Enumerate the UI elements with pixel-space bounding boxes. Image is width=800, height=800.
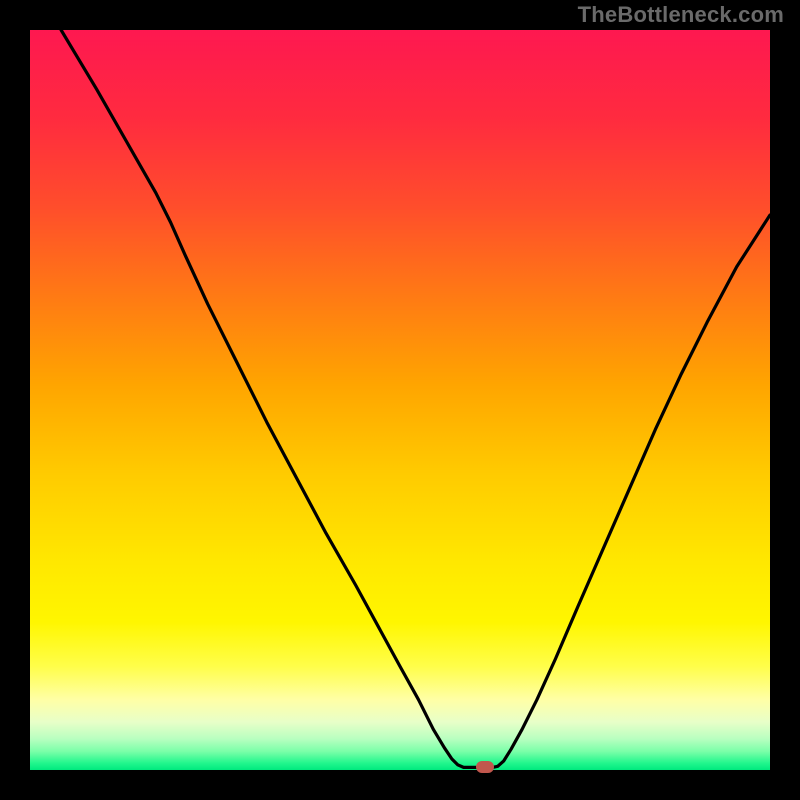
plot-background bbox=[30, 30, 770, 770]
bottleneck-chart bbox=[0, 0, 800, 800]
chart-container: TheBottleneck.com bbox=[0, 0, 800, 800]
watermark-text: TheBottleneck.com bbox=[578, 2, 784, 28]
chart-frame bbox=[770, 0, 800, 800]
minimum-marker bbox=[476, 761, 494, 773]
chart-frame bbox=[0, 0, 30, 800]
chart-frame bbox=[0, 770, 800, 800]
